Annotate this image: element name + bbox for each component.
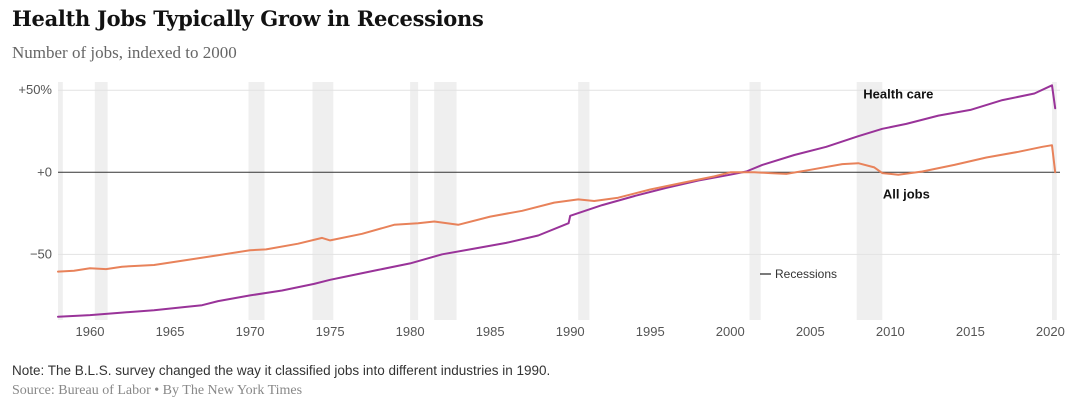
- recession-band: [749, 82, 761, 320]
- y-tick-label: +50%: [18, 82, 52, 97]
- chart-source: Source: Bureau of Labor • By The New Yor…: [12, 383, 303, 398]
- x-tick-label: 2020: [1036, 324, 1065, 339]
- series-label: Health care: [863, 86, 933, 101]
- x-tick-label: 1995: [636, 324, 665, 339]
- axis-labels: +50% +0 −50 1960 1965 1970 1975 1980 1985 1990 199…: [18, 82, 1064, 339]
- x-tick-label: 2005: [796, 324, 825, 339]
- recession-band: [410, 82, 419, 320]
- recession-band: [58, 82, 63, 320]
- y-tick-label: −50: [30, 246, 52, 261]
- series-line-health-care: [57, 84, 1057, 318]
- x-tick-label: 1980: [396, 324, 425, 339]
- x-tick-label: 1970: [236, 324, 265, 339]
- recession-band: [578, 82, 590, 320]
- annotations: Health care All jobs: [863, 86, 933, 201]
- chart-note: Note: The B.L.S. survey changed the way …: [12, 363, 551, 378]
- recession-band: [312, 82, 334, 320]
- recession-band: [1051, 82, 1057, 320]
- x-tick-label: 2010: [876, 324, 905, 339]
- x-tick-label: 1960: [76, 324, 105, 339]
- x-tick-label: 1985: [476, 324, 505, 339]
- x-tick-label: 2000: [716, 324, 745, 339]
- series-label: All jobs: [883, 187, 930, 202]
- y-tick-label: +0: [37, 164, 52, 179]
- chart-subtitle: Number of jobs, indexed to 2000: [12, 43, 237, 62]
- chart-title: Health Jobs Typically Grow in Recessions: [12, 6, 484, 31]
- recession-band: [94, 82, 108, 320]
- legend-label: Recessions: [775, 267, 837, 281]
- recession-band: [248, 82, 265, 320]
- recession-bands: [58, 82, 1057, 320]
- x-tick-label: 1990: [556, 324, 585, 339]
- x-tick-label: 1965: [156, 324, 185, 339]
- series-line-all-jobs: [57, 144, 1057, 273]
- recession-band: [434, 82, 457, 320]
- legend: Recessions: [760, 267, 837, 281]
- series-lines: [57, 84, 1057, 318]
- x-tick-label: 2015: [956, 324, 985, 339]
- x-tick-label: 1975: [316, 324, 345, 339]
- recession-band: [856, 82, 883, 320]
